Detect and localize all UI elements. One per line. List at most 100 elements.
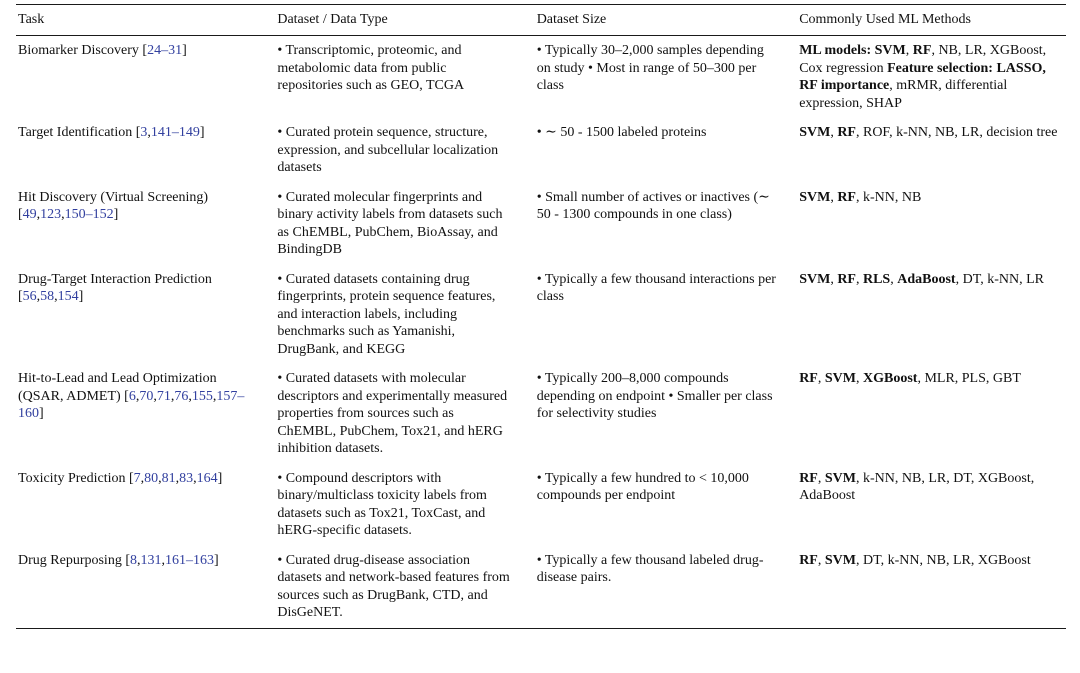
text-segment: ,: [61, 207, 65, 222]
text-segment: ,: [170, 388, 175, 404]
dataset-cell: • Curated datasets containing drug finge…: [275, 265, 534, 365]
text-segment: RF: [799, 552, 818, 568]
text-segment: ]: [39, 406, 44, 421]
text-segment: Feature selection:: [887, 60, 997, 76]
citation-link[interactable]: 164: [196, 470, 218, 486]
citation-link[interactable]: 76: [174, 388, 189, 404]
text-segment: • Curated datasets with molecular descri…: [277, 371, 508, 456]
text-segment: ,: [36, 289, 41, 304]
table-row: Drug Repurposing [8,131,161–163] • Curate…: [16, 546, 1066, 629]
dataset-cell: • Compound descriptors with binary/multi…: [275, 464, 534, 546]
citation-link[interactable]: 154: [57, 289, 79, 304]
text-segment: ]: [199, 125, 205, 140]
text-segment: ,: [193, 470, 197, 486]
methods-cell: SVM, RF, ROF, k-NN, NB, LR, decision tre…: [797, 118, 1066, 183]
text-segment: , DT, k-NN, LR: [955, 271, 1044, 287]
citation-link[interactable]: 150–152: [64, 207, 114, 222]
citation-link[interactable]: 7: [133, 470, 141, 486]
citation-link[interactable]: 71: [156, 388, 171, 404]
text-segment: • Curated drug-disease association datas…: [277, 552, 510, 621]
text-segment: • Typically a few thousand interactions …: [536, 271, 776, 305]
text-segment: ,: [890, 271, 898, 287]
citation-link[interactable]: 157–160: [18, 388, 245, 422]
citation-link[interactable]: 70: [139, 388, 154, 404]
citation-link[interactable]: 6: [128, 388, 136, 404]
citation-link[interactable]: 58: [40, 289, 55, 304]
table-head: Task Dataset / Data Type Dataset Size Co…: [16, 4, 1066, 36]
text-segment: XGBoost: [862, 371, 918, 386]
text-segment: Hit Discovery (Virtual Screening) [: [18, 189, 209, 223]
size-cell: • Typically a few thousand interactions …: [535, 265, 798, 365]
text-segment: ,: [188, 388, 192, 404]
text-segment: ,: [158, 470, 162, 486]
text-segment: RF: [799, 371, 818, 386]
citation-link[interactable]: 8: [130, 552, 137, 568]
text-segment: • Curated molecular fingerprints and bin…: [277, 189, 503, 258]
text-segment: , k-NN, NB, LR, DT, XGBoost, AdaBoost: [799, 470, 1035, 504]
citation-link[interactable]: 161–163: [165, 552, 214, 568]
text-segment: ,: [212, 388, 217, 404]
text-segment: ,: [855, 371, 863, 386]
task-cell: Target Identification [3,141–149]: [16, 118, 275, 183]
table-header-row: Task Dataset / Data Type Dataset Size Co…: [16, 4, 1066, 36]
citation-link[interactable]: 49: [22, 207, 37, 222]
text-segment: ML models:: [799, 43, 875, 58]
text-segment: ,: [54, 289, 58, 304]
text-segment: • Typically 30–2,000 samples depending o…: [536, 43, 764, 93]
text-segment: SVM: [799, 271, 831, 287]
task-cell: Hit-to-Lead and Lead Optimization (QSAR,…: [16, 364, 275, 464]
text-segment: Toxicity Prediction [: [18, 470, 134, 486]
citation-link[interactable]: 83: [179, 470, 194, 486]
column-header-task: Task: [16, 4, 276, 36]
column-header-dataset-size: Dataset Size: [534, 4, 798, 36]
text-segment: • Curated protein sequence, structure, e…: [277, 125, 499, 175]
citation-link[interactable]: 3: [140, 125, 148, 140]
text-segment: ,: [830, 189, 838, 205]
text-segment: • Curated datasets containing drug finge…: [277, 271, 496, 357]
dataset-cell: • Transcriptomic, proteomic, and metabol…: [275, 36, 534, 119]
size-cell: • Typically 200–8,000 compounds dependin…: [535, 364, 798, 464]
text-segment: ,: [135, 388, 140, 404]
text-segment: SVM: [874, 43, 906, 58]
text-segment: ,: [137, 552, 141, 568]
task-cell: Drug-Target Interaction Prediction [56,5…: [16, 265, 275, 365]
task-cell: Toxicity Prediction [7,80,81,83,164]: [16, 464, 275, 546]
table-row: Toxicity Prediction [7,80,81,83,164] • Co…: [16, 464, 1066, 546]
text-segment: Hit-to-Lead and Lead Optimization (QSAR,…: [18, 371, 217, 404]
text-segment: , NB, LR, XGBoost, Cox regression: [799, 43, 1047, 76]
text-segment: ,: [817, 552, 825, 568]
methods-cell: RF, SVM, DT, k-NN, NB, LR, XGBoost: [797, 546, 1066, 629]
methods-cell: SVM, RF, RLS, AdaBoost, DT, k-NN, LR: [797, 265, 1066, 365]
text-segment: RF: [837, 271, 856, 287]
paper-page: Task Dataset / Data Type Dataset Size Co…: [16, 4, 1066, 629]
text-segment: SVM: [824, 371, 856, 386]
citation-link[interactable]: 80: [144, 470, 159, 486]
ml-methods-table: Task Dataset / Data Type Dataset Size Co…: [16, 4, 1066, 629]
citation-link[interactable]: 155: [191, 388, 213, 404]
text-segment: , k-NN, NB: [855, 189, 922, 205]
citation-link[interactable]: 131: [140, 552, 162, 568]
text-segment: ,: [147, 125, 151, 140]
text-segment: LASSO, RF importance: [799, 60, 1046, 94]
text-segment: • Small number of actives or inactives (…: [536, 189, 770, 223]
column-header-ml-methods: Commonly Used ML Methods: [797, 4, 1066, 36]
text-segment: RF: [912, 43, 932, 58]
text-segment: • Typically a few hundred to < 10,000 co…: [536, 470, 749, 504]
text-segment: ,: [855, 271, 863, 287]
table-row: Hit-to-Lead and Lead Optimization (QSAR,…: [16, 364, 1066, 464]
size-cell: • ∼ 50 - 1500 labeled proteins: [535, 118, 798, 183]
text-segment: Drug-Target Interaction Prediction [: [18, 271, 212, 305]
table-row: Target Identification [3,141–149] • Curat…: [16, 118, 1066, 183]
dataset-cell: • Curated molecular fingerprints and bin…: [275, 183, 534, 265]
citation-link[interactable]: 123: [40, 207, 62, 222]
text-segment: RLS: [862, 271, 891, 287]
text-segment: , mRMR, differential expression, SHAP: [799, 78, 1008, 111]
text-segment: ]: [182, 43, 187, 58]
text-segment: Drug Repurposing [: [18, 552, 130, 568]
citation-link[interactable]: 141–149: [150, 125, 200, 140]
citation-link[interactable]: 24–31: [147, 43, 183, 58]
dataset-cell: • Curated drug-disease association datas…: [275, 546, 534, 629]
citation-link[interactable]: 81: [161, 470, 176, 486]
citation-link[interactable]: 56: [22, 289, 37, 304]
task-cell: Drug Repurposing [8,131,161–163]: [16, 546, 275, 629]
